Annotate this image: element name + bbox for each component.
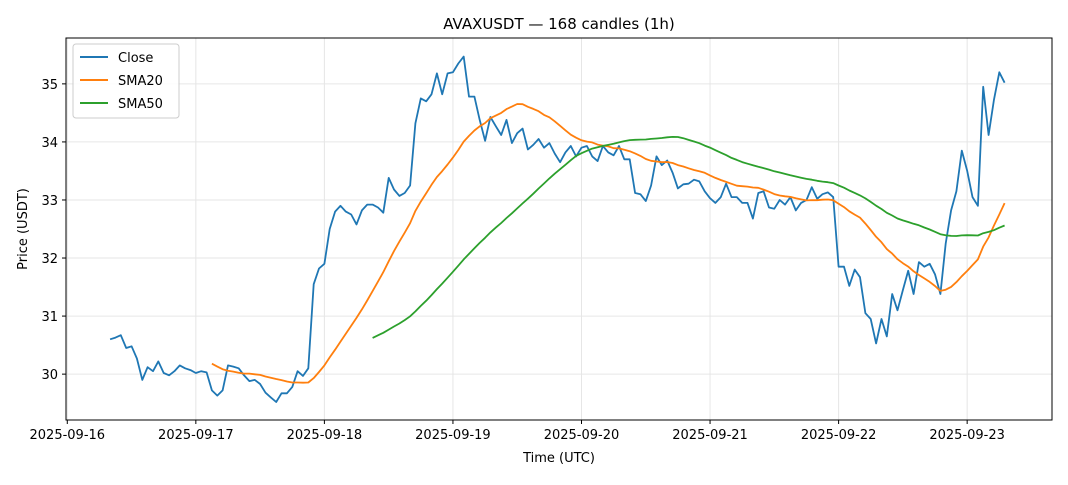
chart-title: AVAXUSDT — 168 candles (1h) [443, 15, 675, 33]
series-line-sma20 [211, 103, 1006, 384]
series-line-close [109, 55, 1006, 403]
y-axis-ticks: 30 31 32 33 34 35 [41, 78, 66, 383]
x-tick-label: 2025-09-18 [287, 428, 363, 443]
x-tick-label: 2025-09-22 [801, 428, 877, 443]
y-tick-label: 34 [41, 136, 58, 151]
x-tick-label: 2025-09-16 [30, 428, 106, 443]
y-tick-label: 35 [41, 78, 58, 93]
legend-label: Close [118, 51, 153, 66]
grid [66, 38, 1052, 420]
x-tick-label: 2025-09-23 [929, 428, 1005, 443]
x-tick-label: 2025-09-19 [415, 428, 491, 443]
x-tick-label: 2025-09-20 [544, 428, 620, 443]
x-tick-label: 2025-09-21 [672, 428, 748, 443]
x-tick-label: 2025-09-17 [158, 428, 234, 443]
y-tick-label: 31 [41, 310, 58, 325]
series-line-sma50 [372, 135, 1005, 339]
y-axis-label: Price (USDT) [16, 188, 31, 270]
y-tick-label: 30 [41, 368, 58, 383]
x-axis-ticks: 2025-09-16 2025-09-17 2025-09-18 2025-09-19… [30, 420, 1005, 443]
y-tick-label: 33 [41, 194, 58, 209]
plot-frame [65, 37, 1053, 421]
legend-label: SMA20 [118, 74, 163, 89]
legend: Close SMA20 SMA50 [72, 43, 180, 119]
series-lines [109, 55, 1006, 403]
legend-label: SMA50 [118, 97, 163, 112]
y-tick-label: 32 [41, 252, 58, 267]
x-axis-label: Time (UTC) [522, 451, 595, 466]
